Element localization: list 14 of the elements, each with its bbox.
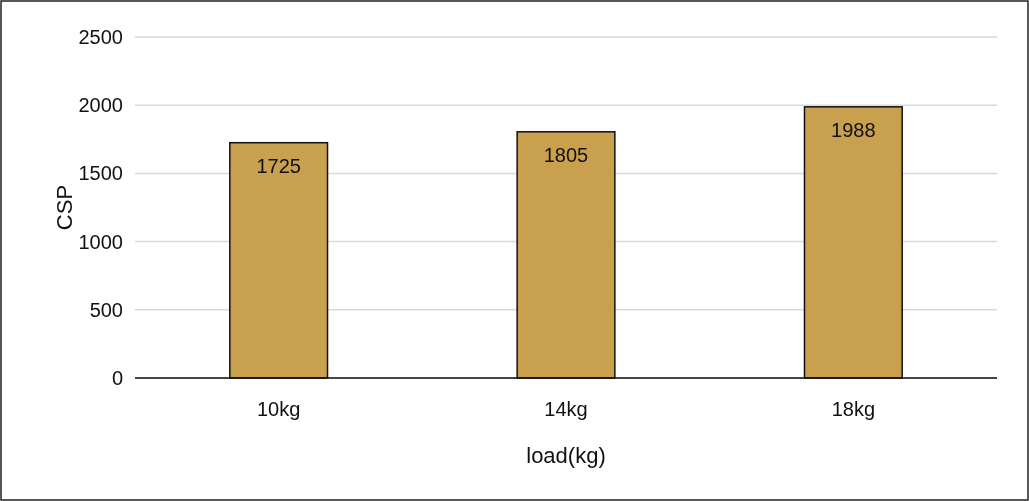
x-tick-label: 14kg <box>544 398 588 420</box>
y-tick-label: 0 <box>111 367 123 389</box>
y-tick-label: 2000 <box>78 94 123 117</box>
y-tick-label: 1000 <box>78 230 123 253</box>
x-axis-title: load(kg) <box>526 443 606 468</box>
x-tick-label: 10kg <box>256 398 301 420</box>
data-label: 1805 <box>543 143 589 166</box>
data-label: 1725 <box>256 154 301 177</box>
y-axis-title: CSP <box>52 184 77 231</box>
y-tick-label: 2500 <box>78 26 123 48</box>
x-tick-label: 18kg <box>831 398 876 420</box>
data-label: 1988 <box>831 118 876 141</box>
y-tick-label: 500 <box>89 298 123 321</box>
y-tick-label: 1500 <box>78 162 123 185</box>
